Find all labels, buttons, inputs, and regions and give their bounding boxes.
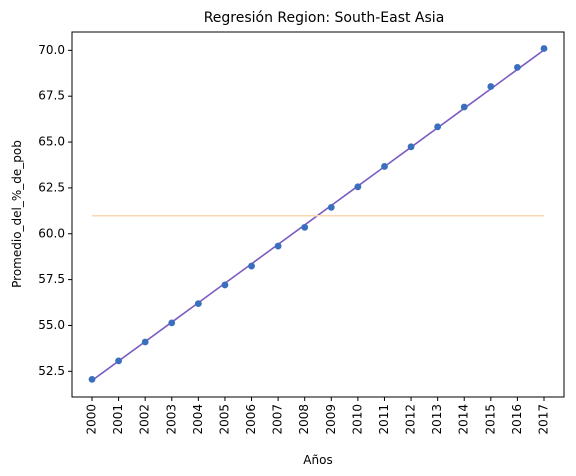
x-tick-label: 2011	[377, 404, 391, 435]
data-point	[407, 143, 415, 151]
y-tick-label: 60.0	[38, 226, 65, 240]
x-tick-label: 2012	[404, 404, 418, 435]
x-tick-label: 2003	[164, 404, 178, 435]
x-tick-label: 2005	[217, 404, 231, 435]
data-point	[354, 183, 362, 191]
data-point	[141, 338, 149, 346]
data-point	[514, 64, 521, 71]
y-tick-label: 67.5	[38, 89, 65, 103]
data-point	[327, 203, 335, 211]
data-point	[248, 262, 255, 270]
data-point	[381, 163, 388, 170]
x-tick-label: 2006	[244, 404, 258, 435]
data-point	[434, 123, 442, 131]
data-point	[301, 223, 309, 231]
data-point	[274, 242, 282, 250]
x-tick-label: 2002	[138, 404, 152, 435]
x-tick-label: 2015	[483, 404, 497, 435]
x-tick-label: 2017	[537, 404, 551, 435]
plot-frame	[71, 31, 565, 398]
x-tick-label: 2010	[350, 404, 364, 435]
data-point	[460, 103, 468, 111]
y-axis-title: Promedio_del_%_de_pob	[10, 140, 24, 288]
data-point	[487, 83, 495, 90]
x-tick-label: 2001	[111, 404, 125, 435]
y-tick-label: 57.5	[38, 272, 65, 286]
data-point	[221, 281, 229, 289]
data-point	[115, 357, 122, 365]
y-tick-label: 55.0	[38, 318, 65, 332]
y-tick-label: 52.5	[38, 364, 65, 378]
x-axis-title: Años	[303, 453, 332, 467]
data-point	[168, 319, 176, 327]
y-axis: 52.5 55.0 57.5 60.0 62.5 65.0 67.5 70.0	[38, 43, 72, 378]
data-point	[540, 45, 548, 52]
x-tick-label: 2013	[430, 404, 444, 435]
y-tick-label: 70.0	[38, 43, 65, 57]
y-tick-label: 62.5	[38, 180, 65, 194]
data-point	[194, 300, 202, 308]
y-tick-label: 65.0	[38, 135, 65, 149]
x-tick-label: 2007	[271, 404, 285, 435]
plot-area	[88, 45, 548, 383]
chart-title: Regresión Region: South-East Asia	[204, 10, 445, 26]
x-tick-label: 2008	[297, 404, 311, 435]
x-tick-label: 2000	[85, 404, 99, 435]
x-tick-label: 2016	[510, 404, 524, 435]
data-point	[88, 375, 96, 383]
x-tick-label: 2004	[191, 404, 205, 435]
x-axis: 2000 2001 2002 2003 2004 2005 2006 2007 2008 2009…	[85, 397, 551, 435]
x-tick-label: 2009	[324, 404, 338, 435]
x-tick-label: 2014	[457, 404, 471, 435]
